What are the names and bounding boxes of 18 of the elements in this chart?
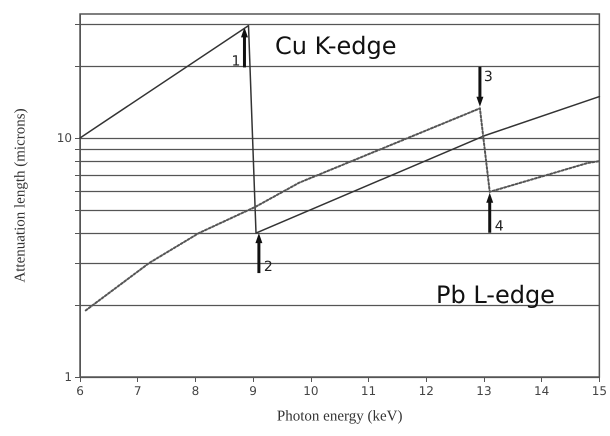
annotation: 1 [231,53,240,70]
x-tick-label: 6 [76,384,84,398]
x-axis-title: Photon energy (keV) [276,408,402,424]
x-tick-label: 13 [476,384,492,398]
x-tick-label: 10 [303,384,318,398]
y-axis-title: Attenuation length (microns) [12,108,28,283]
x-tick-label: 8 [192,384,200,398]
x-tick-label: 15 [592,384,608,398]
annotation: Cu K-edge [275,32,396,60]
x-tick-label: 12 [418,384,434,398]
annotation: 4 [494,218,504,235]
x-tick-label: 11 [360,384,376,398]
annotation: 3 [484,68,493,85]
annotation: 2 [264,259,273,276]
annotation: Pb L-edge [436,281,555,309]
x-tick-label: 9 [249,384,257,398]
x-tick-label: 14 [534,384,550,398]
x-tick-label: 7 [134,384,142,398]
